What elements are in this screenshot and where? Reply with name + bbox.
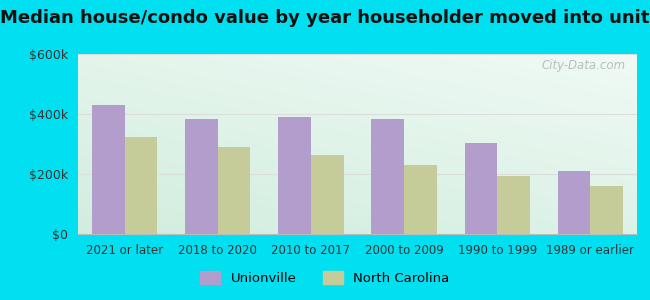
Bar [311, 154, 343, 234]
Bar [497, 176, 530, 234]
Bar [218, 147, 250, 234]
Bar [185, 118, 218, 234]
Bar [125, 136, 157, 234]
Bar [278, 117, 311, 234]
Text: Median house/condo value by year householder moved into unit: Median house/condo value by year househo… [0, 9, 650, 27]
Bar [465, 142, 497, 234]
Bar [558, 171, 590, 234]
Bar [590, 186, 623, 234]
Text: City-Data.com: City-Data.com [541, 59, 626, 72]
Bar [372, 118, 404, 234]
Bar [92, 105, 125, 234]
Bar [404, 165, 437, 234]
Legend: Unionville, North Carolina: Unionville, North Carolina [195, 266, 455, 290]
